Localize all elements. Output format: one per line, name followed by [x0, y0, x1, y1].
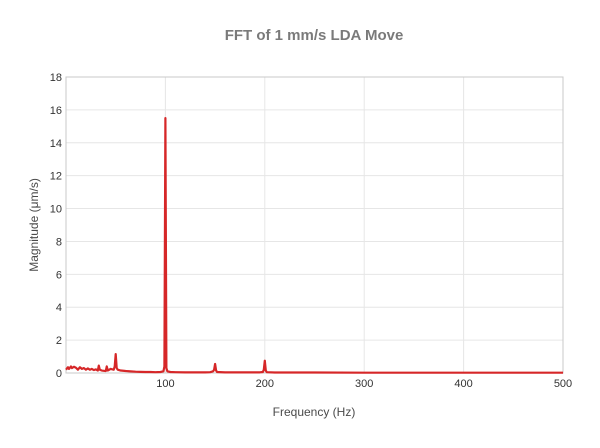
x-tick-label: 300 [355, 378, 373, 390]
series-layer [65, 117, 563, 374]
y-tick-label: 4 [56, 302, 62, 314]
x-tick-label: 400 [454, 378, 472, 390]
y-tick-label: 16 [50, 105, 62, 117]
x-tick-label: 500 [554, 378, 572, 390]
y-tick-label: 18 [50, 72, 62, 84]
chart-title: FFT of 1 mm/s LDA Move [225, 27, 404, 44]
y-tick-label: 0 [56, 368, 62, 380]
plot-frame [65, 76, 564, 374]
gridlines [66, 76, 563, 373]
x-tick-label: 200 [256, 378, 274, 390]
fft-series-line [65, 117, 563, 374]
y-axis-label: Magnitude (μm/s) [27, 178, 41, 272]
x-axis-label: Frequency (Hz) [273, 405, 356, 419]
y-tick-label: 10 [50, 204, 62, 216]
y-tick-label: 6 [56, 269, 62, 281]
y-tick-label: 12 [50, 171, 62, 183]
y-tick-label: 2 [56, 335, 62, 347]
x-tick-label: 100 [156, 378, 174, 390]
y-tick-label: 8 [56, 236, 62, 248]
y-tick-label: 14 [50, 138, 62, 150]
tick-labels: 0 2 4 6 8 10 12 14 16 18 100 200 300 400 500 [50, 72, 572, 390]
